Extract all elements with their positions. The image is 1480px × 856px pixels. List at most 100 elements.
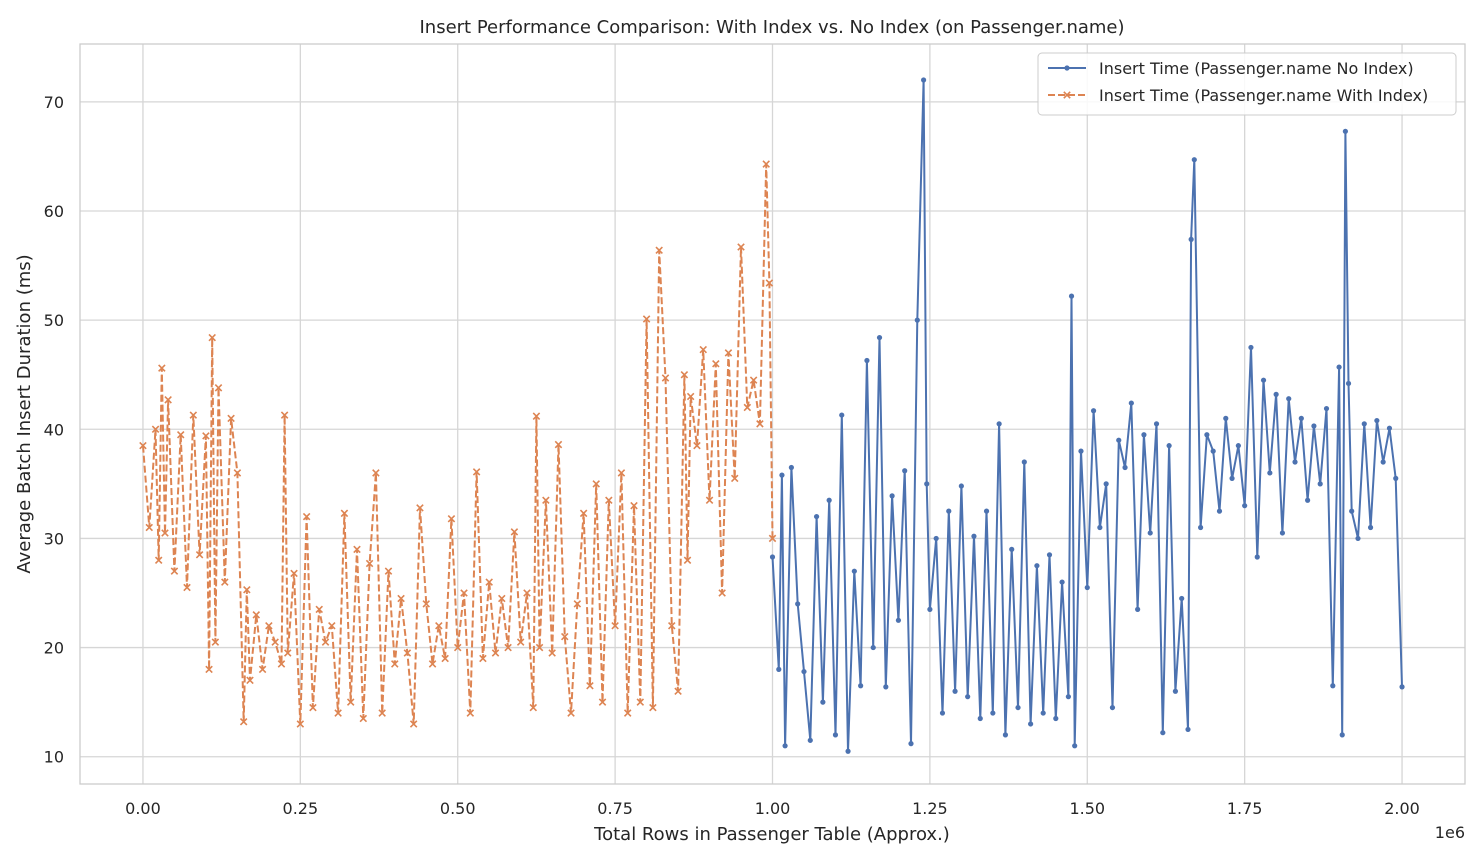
x-tick-label: 0.50 xyxy=(440,799,476,818)
data-point xyxy=(205,665,213,674)
data-point xyxy=(161,529,169,537)
data-point xyxy=(334,709,342,717)
data-point xyxy=(170,567,179,575)
data-point xyxy=(1040,710,1046,716)
data-point xyxy=(523,589,531,597)
data-point xyxy=(435,621,443,630)
series-line xyxy=(142,163,774,725)
data-point xyxy=(693,441,701,450)
data-point xyxy=(1267,470,1273,476)
data-point xyxy=(567,709,575,717)
data-point xyxy=(1109,704,1116,711)
data-point xyxy=(1028,721,1034,727)
data-point xyxy=(902,468,908,474)
data-point xyxy=(1248,344,1254,351)
x-tick-label: 0.00 xyxy=(125,799,161,818)
data-point xyxy=(158,364,166,372)
data-point xyxy=(813,513,820,520)
data-point xyxy=(243,585,251,594)
data-point xyxy=(730,474,739,483)
data-point xyxy=(422,600,431,608)
data-point xyxy=(1374,417,1380,424)
data-point xyxy=(372,469,380,477)
data-point xyxy=(189,411,198,419)
data-point xyxy=(889,493,895,499)
data-point xyxy=(1090,408,1097,414)
data-point xyxy=(491,649,500,657)
data-point xyxy=(611,621,619,630)
data-point xyxy=(485,578,493,586)
data-point xyxy=(535,643,544,652)
data-point xyxy=(280,411,289,419)
data-point xyxy=(712,360,720,368)
data-point xyxy=(630,501,638,510)
data-point xyxy=(1116,437,1122,443)
legend: Insert Time (Passenger.name No Index) In… xyxy=(1037,52,1457,116)
data-point xyxy=(1298,415,1304,421)
data-point xyxy=(718,589,726,597)
data-point xyxy=(1153,421,1160,427)
data-point xyxy=(668,621,676,630)
data-point xyxy=(971,533,977,539)
data-point xyxy=(1254,554,1260,560)
data-point xyxy=(1046,552,1053,558)
data-point xyxy=(845,748,851,754)
data-point xyxy=(605,496,613,504)
data-point xyxy=(1034,563,1040,569)
data-point xyxy=(221,578,229,586)
data-point xyxy=(623,709,632,717)
data-point xyxy=(359,714,368,723)
y-tick-label: 10 xyxy=(44,748,64,767)
data-point xyxy=(756,420,764,428)
data-point xyxy=(1355,535,1361,542)
y-tick-label: 20 xyxy=(44,639,64,658)
legend-label-with-index: Insert Time (Passenger.name With Index) xyxy=(1099,86,1428,105)
data-point xyxy=(542,496,550,504)
data-point xyxy=(1078,448,1084,454)
data-point xyxy=(554,440,563,449)
data-point xyxy=(1160,730,1166,736)
data-point xyxy=(560,632,569,641)
data-point xyxy=(1235,443,1241,449)
data-point xyxy=(1367,524,1374,531)
data-point xyxy=(661,374,670,382)
x-tick-label: 0.75 xyxy=(597,799,633,818)
x-axis-offset-label: 1e6 xyxy=(1435,823,1465,842)
data-point xyxy=(214,384,223,392)
data-point xyxy=(642,315,651,323)
series-no-index xyxy=(769,77,1405,754)
data-point xyxy=(397,594,405,603)
data-point xyxy=(296,720,305,728)
data-point xyxy=(1122,464,1128,471)
data-point xyxy=(1015,704,1021,711)
data-point xyxy=(441,654,449,663)
data-point xyxy=(145,523,154,532)
data-point xyxy=(1021,459,1027,465)
data-point xyxy=(195,551,204,559)
data-point xyxy=(782,743,788,749)
y-tick-label: 30 xyxy=(44,529,64,548)
data-point xyxy=(176,430,185,439)
data-point xyxy=(416,504,424,512)
data-point xyxy=(686,392,695,401)
data-point xyxy=(1197,524,1204,531)
data-point xyxy=(1068,293,1075,299)
data-point xyxy=(939,710,946,716)
data-point xyxy=(1273,391,1279,397)
data-point xyxy=(820,699,826,705)
data-point xyxy=(914,317,920,323)
x-tick-label: 1.75 xyxy=(1227,799,1263,818)
data-point xyxy=(1339,732,1345,738)
data-point xyxy=(384,567,393,575)
data-point xyxy=(183,583,191,592)
data-point xyxy=(965,694,971,700)
data-point xyxy=(139,441,147,450)
data-point xyxy=(1342,128,1348,134)
data-point xyxy=(946,508,952,514)
axis-ticks: 0.00 0.25 0.50 0.75 1.00 1.25 1.50 1.75 2.00 10 20… xyxy=(44,93,1420,818)
data-point xyxy=(958,483,964,489)
data-point xyxy=(1166,443,1172,449)
data-point xyxy=(510,528,519,536)
data-point xyxy=(598,698,607,706)
